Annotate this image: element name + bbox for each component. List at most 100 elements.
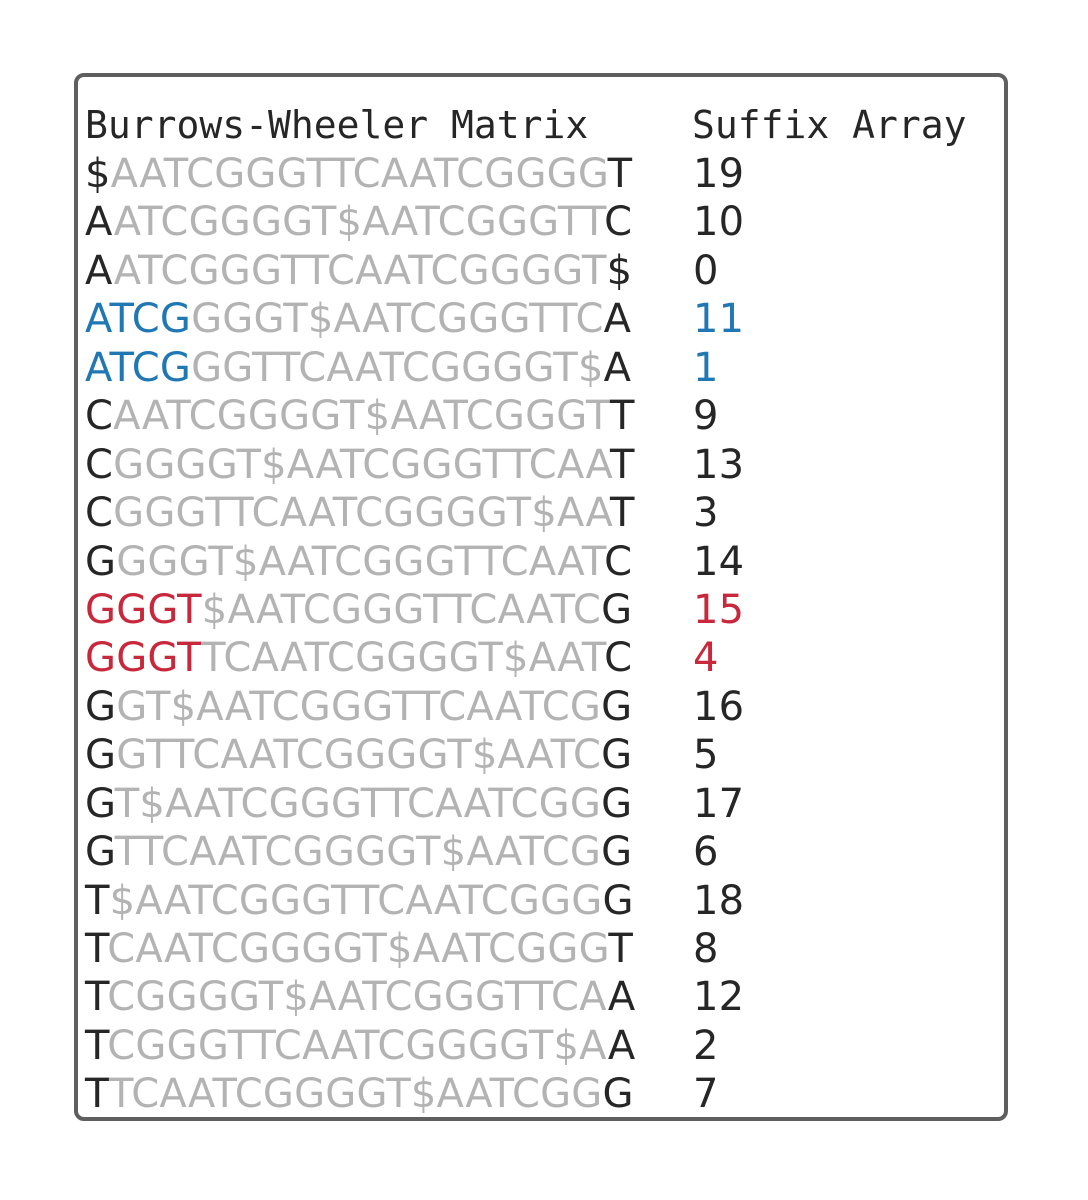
middle-chars: GGTTCAATCGGGGT$ [191,344,604,391]
highlighted-prefix: ATCG [85,296,192,343]
suffix-array-value: 14 [693,538,745,585]
first-column-char: T [85,877,110,924]
bwm-rotation: ATCGGGGT$AATCGGGTTCA [85,295,631,343]
matrix-row: TCAATCGGGGT$AATCGGGT 8 [0,925,1088,973]
suffix-array-value: 8 [693,926,719,972]
matrix-row: CGGGTTCAATCGGGGT$AAT 3 [0,489,1088,537]
matrix-row: TCGGGGT$AATCGGGTTCAA 12 [0,973,1088,1021]
last-column-char: A [607,974,636,1021]
highlighted-prefix: GGGT [85,586,202,633]
last-column-char: T [609,393,635,440]
matrix-row: CAATCGGGGT$AATCGGGTT 9 [0,392,1088,440]
first-column-char: G [85,538,117,585]
suffix-array-value: 0 [693,247,719,294]
last-column-char: C [604,199,633,246]
first-column-char: A [85,199,114,246]
first-column-char: G [85,780,115,827]
matrix-row: AATCGGGTTCAATCGGGGT$ 0 [0,247,1088,295]
last-column-char: G [601,829,633,876]
suffix-array-value: 13 [693,441,745,488]
bwm-rotation: TCGGGGT$AATCGGGTTCAA [85,973,635,1021]
middle-chars: AATCGGGGT$AATCGGGT [113,393,610,440]
last-column-char: A [603,296,632,343]
first-column-char: T [85,926,108,972]
matrix-row: ATCGGGGT$AATCGGGTTCA 11 [0,295,1088,343]
last-column-char: G [602,1071,634,1118]
last-column-char: T [608,926,633,972]
suffix-array-value: 5 [693,732,719,779]
last-column-char: G [602,877,634,924]
matrix-row: CGGGGT$AATCGGGTTCAAT 13 [0,441,1088,489]
suffix-array-value: 12 [693,974,745,1021]
last-column-char: G [601,586,633,633]
matrix-row: TTCAATCGGGGT$AATCGGG 7 [0,1070,1088,1118]
last-column-char: G [601,732,633,779]
bwm-rotation: GT$AATCGGGTTCAATCGGG [85,780,632,828]
bwm-rotation: TCAATCGGGGT$AATCGGGT [85,925,633,973]
middle-chars: TTCAATCGGGGT$AATCG [114,829,602,876]
bwm-rotation: CAATCGGGGT$AATCGGGTT [85,392,635,440]
middle-chars: CGGGGT$AATCGGGTTCA [107,974,608,1021]
first-column-char: G [85,683,117,730]
matrix-row: $AATCGGGTTCAATCGGGGT 19 [0,150,1088,198]
middle-chars: TCAATCGGGGT$AATCGG [108,1071,603,1118]
bwm-rotation: TCGGGTTCAATCGGGGT$AA [85,1022,635,1070]
first-column-char: T [85,974,108,1021]
middle-chars: GGGTTCAATCGGGGT$AA [113,490,610,537]
bwm-rotation: CGGGGT$AATCGGGTTCAAT [85,441,635,489]
suffix-array-heading: Suffix Array [692,103,967,147]
middle-chars: ATCGGGGT$AATCGGGTT [113,199,605,246]
last-column-char: A [603,344,632,391]
suffix-array-value: 1 [693,344,719,391]
suffix-array-value: 18 [693,877,745,924]
middle-chars: AATCGGGTTCAATCGGGG [110,151,608,197]
last-column-char: A [607,1022,636,1069]
middle-chars: GGGT$AATCGGGTTCAAT [116,538,605,585]
suffix-array-value: 15 [693,586,745,633]
bwm-rotation: GTTCAATCGGGGT$AATCGG [85,828,632,876]
last-column-char: C [604,538,633,585]
middle-chars: $AATCGGGTTCAATC [201,586,602,633]
matrix-frame [74,73,1008,1121]
first-column-char: C [85,393,114,440]
suffix-array-value: 9 [693,393,719,440]
middle-chars: T$AATCGGGTTCAATCGG [114,780,602,827]
matrix-row: T$AATCGGGTTCAATCGGGG 18 [0,877,1088,925]
middle-chars: CAATCGGGGT$AATCGGG [107,926,609,972]
highlighted-prefix: ATCG [85,344,192,391]
first-column-char: G [85,829,115,876]
first-column-char: C [85,441,114,488]
suffix-array-value: 4 [693,635,719,682]
bwm-heading: Burrows-Wheeler Matrix [85,103,589,147]
suffix-array-value: 2 [693,1022,719,1069]
suffix-array-value: 7 [693,1071,719,1118]
matrix-row: GGGTTCAATCGGGGT$AATC 4 [0,634,1088,682]
bwm-rotation: CGGGTTCAATCGGGGT$AAT [85,489,635,537]
suffix-array-value: 11 [693,296,745,343]
middle-chars: TCAATCGGGGT$AAT [201,635,605,682]
bwm-rotation: GGGTTCAATCGGGGT$AATC [85,634,632,682]
matrix-row: GTTCAATCGGGGT$AATCGG 6 [0,828,1088,876]
middle-chars: ATCGGGTTCAATCGGGGT [113,247,607,294]
suffix-array-value: 3 [693,490,719,537]
bwm-rotation: $AATCGGGTTCAATCGGGGT [85,150,632,198]
highlighted-prefix: GGGT [85,635,202,682]
last-column-char: $ [606,247,633,294]
matrix-row: GGT$AATCGGGTTCAATCGG 16 [0,683,1088,731]
last-column-char: G [601,683,633,730]
last-column-char: C [604,635,633,682]
matrix-row: GGGT$AATCGGGTTCAATCG 15 [0,586,1088,634]
bwm-rotation: AATCGGGTTCAATCGGGGT$ [85,247,632,295]
bwm-rotation: TTCAATCGGGGT$AATCGGG [85,1070,634,1118]
last-column-char: T [609,490,635,537]
middle-chars: GGGT$AATCGGGTTC [191,296,604,343]
bwm-rotation: GGGT$AATCGGGTTCAATCG [85,586,632,634]
middle-chars: GT$AATCGGGTTCAATCG [116,683,602,730]
matrix-row: GGTTCAATCGGGGT$AATCG 5 [0,731,1088,779]
last-column-char: G [601,780,633,827]
first-column-char: $ [85,151,111,197]
bwm-rotation: GGT$AATCGGGTTCAATCGG [85,683,632,731]
suffix-array-value: 16 [693,683,745,730]
bwm-rotation: GGGGT$AATCGGGTTCAATC [85,538,632,586]
matrix-row: GT$AATCGGGTTCAATCGGG 17 [0,780,1088,828]
